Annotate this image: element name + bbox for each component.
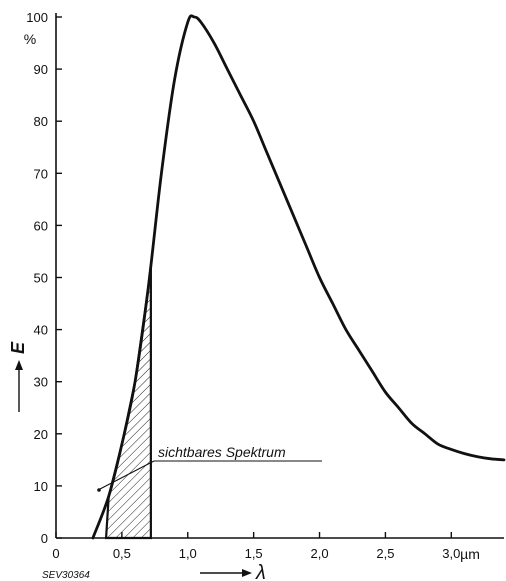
ticks-layer: 0 10 20 30 40 50 60 70 80 90 100 0 0,5 1,0 1,5 2,0 2,5 3,… (26, 10, 460, 561)
y-tick-label-80: 80 (34, 114, 48, 129)
visible-spectrum-region (104, 264, 152, 540)
y-tick-label-10: 10 (34, 479, 48, 494)
annotation-dot (97, 488, 101, 492)
region-layer (104, 264, 152, 540)
x-tick-label-3: 1,5 (245, 546, 263, 561)
x-tick-label-0: 0 (52, 546, 59, 561)
x-axis-unit: µm (460, 546, 480, 562)
x-axis-label: λ (255, 562, 266, 581)
x-tick-label-5: 2,5 (376, 546, 394, 561)
y-axis-title: E (8, 341, 28, 412)
y-tick-label-100: 100 (26, 10, 48, 25)
series-layer (91, 14, 506, 540)
annotation: sichtbares Spektrum (97, 444, 322, 492)
x-axis-title: λ (200, 562, 266, 581)
y-axis-unit: % (24, 31, 36, 47)
annotation-leader (99, 460, 155, 490)
shaded-region-label: sichtbares Spektrum (158, 444, 286, 460)
x-tick-label-4: 2,0 (310, 546, 328, 561)
x-tick-label-2: 1,0 (179, 546, 197, 561)
y-tick-label-60: 60 (34, 218, 48, 233)
x-axis-arrow-head (242, 569, 252, 577)
y-tick-label-70: 70 (34, 166, 48, 181)
figure-code: SEV30364 (42, 570, 90, 581)
x-tick-label-6: 3,0 (442, 546, 460, 561)
x-tick-label-1: 0,5 (113, 546, 131, 561)
y-axis-arrow-head (15, 360, 23, 370)
y-tick-label-30: 30 (34, 375, 48, 390)
y-axis-label: E (8, 341, 28, 354)
y-tick-label-20: 20 (34, 427, 48, 442)
y-tick-label-90: 90 (34, 62, 48, 77)
y-tick-label-50: 50 (34, 271, 48, 286)
y-tick-label-0: 0 (41, 531, 48, 546)
energy-curve (91, 14, 506, 540)
y-tick-label-40: 40 (34, 323, 48, 338)
